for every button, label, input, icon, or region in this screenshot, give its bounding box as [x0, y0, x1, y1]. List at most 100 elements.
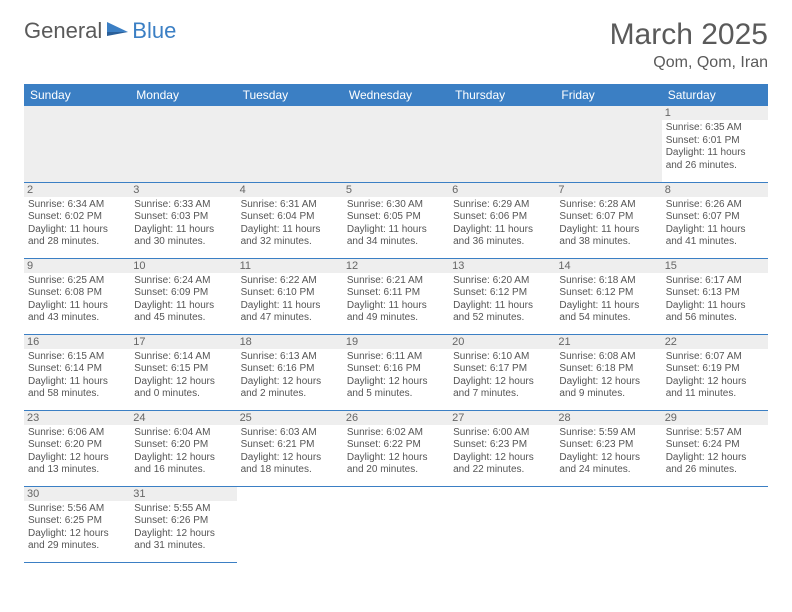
day-number: 4	[237, 183, 343, 197]
day-details: Sunrise: 6:08 AMSunset: 6:18 PMDaylight:…	[559, 351, 657, 401]
weekday-header: Wednesday	[343, 84, 449, 106]
calendar-day-cell: 15 Sunrise: 6:17 AMSunset: 6:13 PMDayligh…	[662, 258, 768, 334]
day-details: Sunrise: 6:24 AMSunset: 6:09 PMDaylight:…	[134, 275, 232, 325]
calendar-empty-cell	[130, 106, 236, 182]
day-number: 27	[449, 411, 555, 425]
calendar-empty-cell	[237, 106, 343, 182]
day-details: Sunrise: 6:22 AMSunset: 6:10 PMDaylight:…	[241, 275, 339, 325]
calendar-empty-cell	[237, 486, 343, 562]
weekday-header: Sunday	[24, 84, 130, 106]
calendar-day-cell: 17Sunrise: 6:14 AMSunset: 6:15 PMDayligh…	[130, 334, 236, 410]
calendar-day-cell: 7 Sunrise: 6:28 AMSunset: 6:07 PMDaylight…	[555, 182, 661, 258]
calendar-day-cell: 20Sunrise: 6:10 AMSunset: 6:17 PMDayligh…	[449, 334, 555, 410]
day-number: 6	[449, 183, 555, 197]
day-details: Sunrise: 5:55 AMSunset: 6:26 PMDaylight:…	[134, 503, 232, 553]
calendar-day-cell: 24 Sunrise: 6:04 AMSunset: 6:20 PMDayligh…	[130, 410, 236, 486]
weekday-header: Saturday	[662, 84, 768, 106]
calendar-day-cell: 16 Sunrise: 6:15 AMSunset: 6:14 PMDayligh…	[24, 334, 130, 410]
day-details: Sunrise: 6:14 AMSunset: 6:15 PMDaylight:…	[134, 351, 232, 401]
calendar-day-cell: 8Sunrise: 6:26 AMSunset: 6:07 PMDaylight…	[662, 182, 768, 258]
day-details: Sunrise: 6:13 AMSunset: 6:16 PMDaylight:…	[241, 351, 339, 401]
day-details: Sunrise: 6:17 AMSunset: 6:13 PMDaylight:…	[666, 275, 764, 325]
calendar-day-cell: 2 Sunrise: 6:34 AMSunset: 6:02 PMDaylight…	[24, 182, 130, 258]
day-details: Sunrise: 6:20 AMSunset: 6:12 PMDaylight:…	[453, 275, 551, 325]
calendar-day-cell: 25 Sunrise: 6:03 AMSunset: 6:21 PMDayligh…	[237, 410, 343, 486]
page-title: March 2025	[610, 18, 768, 52]
day-details: Sunrise: 6:21 AMSunset: 6:11 PMDaylight:…	[347, 275, 445, 325]
day-number: 12	[343, 259, 449, 273]
day-number: 29	[662, 411, 768, 425]
calendar-day-cell: 9Sunrise: 6:25 AMSunset: 6:08 PMDaylight…	[24, 258, 130, 334]
weekday-header: Tuesday	[237, 84, 343, 106]
day-details: Sunrise: 6:02 AMSunset: 6:22 PMDaylight:…	[347, 427, 445, 477]
calendar-day-cell: 31 Sunrise: 5:55 AMSunset: 6:26 PMDayligh…	[130, 486, 236, 562]
calendar-empty-cell	[24, 106, 130, 182]
calendar-day-cell: 22 Sunrise: 6:07 AMSunset: 6:19 PMDayligh…	[662, 334, 768, 410]
day-number: 3	[130, 183, 236, 197]
day-number: 15	[662, 259, 768, 273]
calendar-day-cell: 4 Sunrise: 6:31 AMSunset: 6:04 PMDaylight…	[237, 182, 343, 258]
calendar-week-row: 23 Sunrise: 6:06 AMSunset: 6:20 PMDayligh…	[24, 410, 768, 486]
day-details: Sunrise: 6:18 AMSunset: 6:12 PMDaylight:…	[559, 275, 657, 325]
day-details: Sunrise: 6:11 AMSunset: 6:16 PMDaylight:…	[347, 351, 445, 401]
day-details: Sunrise: 6:06 AMSunset: 6:20 PMDaylight:…	[28, 427, 126, 477]
calendar-day-cell: 11 Sunrise: 6:22 AMSunset: 6:10 PMDayligh…	[237, 258, 343, 334]
calendar-day-cell: 5 Sunrise: 6:30 AMSunset: 6:05 PMDaylight…	[343, 182, 449, 258]
day-details: Sunrise: 6:34 AMSunset: 6:02 PMDaylight:…	[28, 199, 126, 249]
day-number: 11	[237, 259, 343, 273]
day-number: 23	[24, 411, 130, 425]
calendar-week-row: 2 Sunrise: 6:34 AMSunset: 6:02 PMDaylight…	[24, 182, 768, 258]
day-details: Sunrise: 6:07 AMSunset: 6:19 PMDaylight:…	[666, 351, 764, 401]
calendar-day-cell: 13Sunrise: 6:20 AMSunset: 6:12 PMDayligh…	[449, 258, 555, 334]
weekday-header: Friday	[555, 84, 661, 106]
header: General Blue March 2025 Qom, Qom, Iran	[24, 18, 768, 72]
calendar-empty-cell	[343, 106, 449, 182]
day-details: Sunrise: 6:28 AMSunset: 6:07 PMDaylight:…	[559, 199, 657, 249]
day-number: 31	[130, 487, 236, 501]
day-details: Sunrise: 6:35 AMSunset: 6:01 PMDaylight:…	[666, 122, 764, 172]
day-details: Sunrise: 5:57 AMSunset: 6:24 PMDaylight:…	[666, 427, 764, 477]
weekday-header: Thursday	[449, 84, 555, 106]
day-details: Sunrise: 6:31 AMSunset: 6:04 PMDaylight:…	[241, 199, 339, 249]
calendar-day-cell: 12 Sunrise: 6:21 AMSunset: 6:11 PMDayligh…	[343, 258, 449, 334]
day-number: 14	[555, 259, 661, 273]
day-details: Sunrise: 6:04 AMSunset: 6:20 PMDaylight:…	[134, 427, 232, 477]
day-number: 25	[237, 411, 343, 425]
day-details: Sunrise: 6:15 AMSunset: 6:14 PMDaylight:…	[28, 351, 126, 401]
calendar-empty-cell	[662, 486, 768, 562]
day-details: Sunrise: 5:59 AMSunset: 6:23 PMDaylight:…	[559, 427, 657, 477]
day-number: 24	[130, 411, 236, 425]
calendar-day-cell: 29 Sunrise: 5:57 AMSunset: 6:24 PMDayligh…	[662, 410, 768, 486]
logo-text-general: General	[24, 18, 102, 44]
day-details: Sunrise: 6:30 AMSunset: 6:05 PMDaylight:…	[347, 199, 445, 249]
calendar-day-cell: 28 Sunrise: 5:59 AMSunset: 6:23 PMDayligh…	[555, 410, 661, 486]
day-number: 2	[24, 183, 130, 197]
day-number: 5	[343, 183, 449, 197]
calendar-empty-cell	[449, 486, 555, 562]
day-details: Sunrise: 6:25 AMSunset: 6:08 PMDaylight:…	[28, 275, 126, 325]
day-number: 7	[555, 183, 661, 197]
calendar-week-row: 16 Sunrise: 6:15 AMSunset: 6:14 PMDayligh…	[24, 334, 768, 410]
calendar-day-cell: 1Sunrise: 6:35 AMSunset: 6:01 PMDaylight…	[662, 106, 768, 182]
calendar-week-row: 30Sunrise: 5:56 AMSunset: 6:25 PMDayligh…	[24, 486, 768, 562]
calendar-day-cell: 26 Sunrise: 6:02 AMSunset: 6:22 PMDayligh…	[343, 410, 449, 486]
calendar-day-cell: 3Sunrise: 6:33 AMSunset: 6:03 PMDaylight…	[130, 182, 236, 258]
day-number: 28	[555, 411, 661, 425]
calendar-empty-cell	[555, 486, 661, 562]
day-number: 10	[130, 259, 236, 273]
day-number: 20	[449, 335, 555, 349]
day-details: Sunrise: 6:03 AMSunset: 6:21 PMDaylight:…	[241, 427, 339, 477]
logo-text-blue: Blue	[132, 18, 176, 44]
calendar-empty-cell	[555, 106, 661, 182]
day-number: 19	[343, 335, 449, 349]
location-text: Qom, Qom, Iran	[610, 54, 768, 72]
calendar-week-row: 9Sunrise: 6:25 AMSunset: 6:08 PMDaylight…	[24, 258, 768, 334]
calendar-day-cell: 23 Sunrise: 6:06 AMSunset: 6:20 PMDayligh…	[24, 410, 130, 486]
calendar-day-cell: 14 Sunrise: 6:18 AMSunset: 6:12 PMDayligh…	[555, 258, 661, 334]
calendar-body: 1Sunrise: 6:35 AMSunset: 6:01 PMDaylight…	[24, 106, 768, 562]
day-number: 26	[343, 411, 449, 425]
calendar-day-cell: 21Sunrise: 6:08 AMSunset: 6:18 PMDayligh…	[555, 334, 661, 410]
day-number: 22	[662, 335, 768, 349]
day-number: 16	[24, 335, 130, 349]
calendar-day-cell: 10 Sunrise: 6:24 AMSunset: 6:09 PMDayligh…	[130, 258, 236, 334]
